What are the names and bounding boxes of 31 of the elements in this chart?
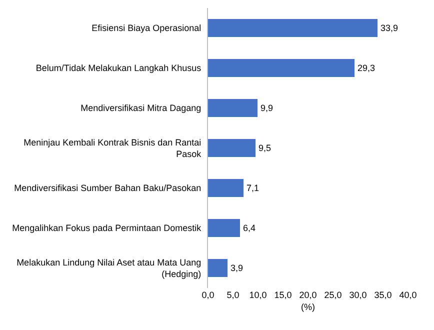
y-tick-label: Belum/Tidak Melakukan Langkah Khusus bbox=[36, 63, 202, 74]
bar bbox=[208, 139, 256, 157]
bar bbox=[208, 19, 378, 37]
y-tick-label: Mendiversifikasi Sumber Bahan Baku/Pasokan bbox=[14, 183, 202, 194]
data-label: 33,9 bbox=[380, 23, 398, 33]
bar bbox=[208, 259, 228, 277]
y-tick-label: Mengalihkan Fokus pada Permintaan Domestik bbox=[12, 223, 202, 234]
x-tick-label: 35,0 bbox=[374, 290, 392, 300]
x-tick-label: 25,0 bbox=[324, 290, 342, 300]
data-label: 7,1 bbox=[246, 183, 260, 193]
x-tick-label: 10,0 bbox=[249, 290, 267, 300]
x-tick-label: 5,0 bbox=[226, 290, 240, 300]
x-tick-label: 15,0 bbox=[274, 290, 292, 300]
data-label: 29,3 bbox=[358, 63, 376, 73]
bar bbox=[208, 219, 240, 237]
bar bbox=[208, 59, 354, 77]
x-tick-label: 0,0 bbox=[202, 290, 214, 300]
x-tick-label: 30,0 bbox=[349, 290, 367, 300]
x-tick-label: 20,0 bbox=[299, 290, 317, 300]
data-label: 3,9 bbox=[230, 263, 244, 273]
y-tick-label: Meninjau Kembali Kontrak Bisnis dan Rantai Pasok bbox=[24, 137, 202, 159]
y-tick-label: Efisiensi Biaya Operasional bbox=[92, 23, 202, 34]
y-tick-label: Mendiversifikasi Mitra Dagang bbox=[80, 103, 202, 114]
bar bbox=[208, 99, 258, 117]
data-label: 6,4 bbox=[243, 223, 256, 233]
data-label: 9,5 bbox=[258, 143, 272, 153]
y-tick-label: Melakukan Lindung Nilai Aset atau Mata Uang (Hedging) bbox=[16, 257, 202, 279]
x-tick-label: 40,0 bbox=[399, 290, 417, 300]
x-axis-title: (%) bbox=[301, 302, 315, 312]
bar bbox=[208, 179, 244, 197]
data-label: 9,9 bbox=[260, 103, 274, 113]
